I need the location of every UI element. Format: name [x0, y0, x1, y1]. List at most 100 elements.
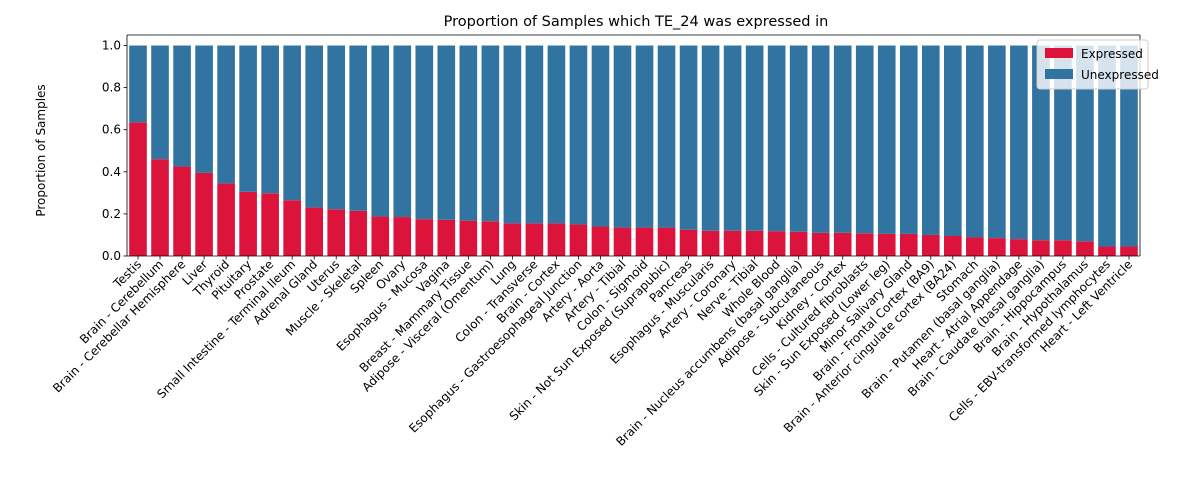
bar-expressed-27 [723, 230, 742, 256]
bar-expressed-30 [789, 231, 808, 256]
bar-unexpressed-30 [789, 45, 808, 232]
bar-expressed-34 [877, 233, 896, 256]
bar-unexpressed-8 [305, 45, 323, 208]
legend-label-expressed: Expressed [1081, 47, 1143, 61]
bar-unexpressed-0 [129, 45, 147, 123]
bar-unexpressed-44 [1098, 45, 1116, 247]
bar-unexpressed-9 [327, 45, 346, 210]
y-axis-label: Proportion of Samples [34, 84, 48, 216]
bar-unexpressed-18 [525, 45, 544, 224]
bar-expressed-17 [503, 223, 522, 256]
bar-unexpressed-25 [679, 45, 698, 230]
bar-expressed-3 [195, 172, 213, 256]
bar-unexpressed-27 [723, 45, 742, 231]
bar-unexpressed-40 [1010, 45, 1028, 240]
bar-expressed-15 [459, 220, 478, 256]
bar-expressed-0 [129, 122, 147, 256]
y-tick-label: 0.2 [102, 207, 121, 221]
bar-expressed-4 [217, 183, 235, 256]
y-ticks: 0.0 0.2 0.4 0.6 0.8 1.0 [102, 39, 127, 263]
bar-unexpressed-20 [569, 45, 588, 225]
bar-expressed-32 [833, 232, 852, 256]
bar-unexpressed-13 [415, 45, 434, 220]
axes-layer [126, 34, 1141, 257]
bar-expressed-23 [635, 227, 654, 256]
y-tick-label: 0.0 [102, 249, 121, 263]
legend-swatch-unexpressed [1045, 69, 1073, 79]
bar-expressed-29 [767, 231, 786, 256]
bar-unexpressed-12 [393, 45, 412, 218]
bar-expressed-31 [811, 232, 830, 256]
bar-unexpressed-29 [767, 45, 786, 232]
bar-expressed-9 [327, 209, 346, 256]
bar-expressed-35 [899, 233, 918, 256]
bar-expressed-19 [547, 223, 566, 256]
bar-expressed-5 [239, 191, 257, 256]
y-tick-label: 1.0 [102, 39, 121, 53]
bar-unexpressed-41 [1032, 45, 1050, 241]
bar-expressed-6 [261, 193, 279, 256]
bar-unexpressed-34 [877, 45, 896, 234]
bar-expressed-44 [1098, 246, 1116, 256]
legend-swatch-expressed [1045, 48, 1073, 58]
bar-expressed-1 [151, 159, 169, 256]
bar-unexpressed-5 [239, 45, 257, 192]
bar-unexpressed-39 [988, 45, 1006, 239]
bar-unexpressed-2 [173, 45, 191, 167]
bar-unexpressed-6 [261, 45, 279, 194]
bar-expressed-8 [305, 207, 323, 256]
bar-unexpressed-15 [459, 45, 478, 221]
chart-title: Proportion of Samples which TE_24 was ex… [444, 14, 829, 30]
bar-expressed-37 [944, 236, 962, 256]
y-tick-label: 0.6 [102, 123, 121, 137]
bar-unexpressed-36 [921, 45, 940, 235]
bar-expressed-7 [283, 200, 301, 256]
bar-expressed-26 [701, 230, 720, 256]
bar-unexpressed-16 [481, 45, 500, 222]
bar-unexpressed-17 [503, 45, 522, 224]
bar-unexpressed-32 [833, 45, 852, 233]
bar-expressed-38 [966, 237, 984, 256]
bar-unexpressed-23 [635, 45, 654, 228]
bar-unexpressed-22 [613, 45, 632, 228]
bar-unexpressed-1 [151, 45, 169, 160]
bar-unexpressed-7 [283, 45, 301, 201]
bar-expressed-45 [1120, 246, 1138, 256]
bar-unexpressed-45 [1120, 45, 1138, 247]
bar-expressed-20 [569, 224, 588, 256]
bar-unexpressed-43 [1076, 45, 1094, 242]
y-tick-label: 0.8 [102, 81, 121, 95]
bar-unexpressed-19 [547, 45, 566, 224]
bar-unexpressed-38 [966, 45, 984, 238]
legend: Expressed Unexpressed [1036, 39, 1159, 90]
bar-unexpressed-10 [349, 45, 368, 211]
bar-expressed-13 [415, 219, 434, 256]
bar-expressed-2 [173, 166, 191, 256]
bar-unexpressed-33 [855, 45, 874, 234]
bar-unexpressed-21 [591, 45, 610, 227]
bar-expressed-43 [1076, 241, 1094, 256]
bar-unexpressed-28 [745, 45, 764, 231]
bar-expressed-42 [1054, 240, 1072, 256]
bar-unexpressed-3 [195, 45, 213, 173]
bar-expressed-18 [525, 223, 544, 256]
bar-expressed-24 [657, 227, 676, 256]
bar-expressed-14 [437, 219, 456, 256]
bar-expressed-10 [349, 210, 368, 256]
bars-layer [129, 45, 1138, 256]
bar-unexpressed-4 [217, 45, 235, 184]
bar-unexpressed-24 [657, 45, 676, 228]
bar-expressed-21 [591, 226, 610, 256]
legend-label-unexpressed: Unexpressed [1081, 68, 1159, 82]
bar-expressed-12 [393, 217, 412, 256]
bar-unexpressed-26 [701, 45, 720, 231]
bar-expressed-22 [613, 227, 632, 256]
y-tick-label: 0.4 [102, 165, 121, 179]
bar-expressed-16 [481, 221, 500, 256]
bar-unexpressed-37 [944, 45, 962, 236]
bar-unexpressed-42 [1054, 45, 1072, 241]
bar-expressed-40 [1010, 239, 1028, 256]
